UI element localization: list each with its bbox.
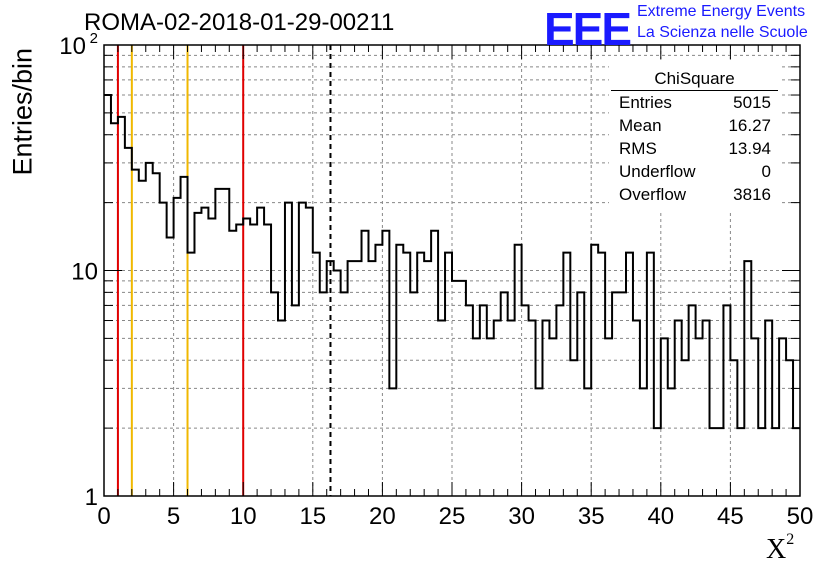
stats-row-overflow: Overflow 3816 bbox=[619, 185, 771, 207]
x-tick-label: 50 bbox=[787, 503, 814, 530]
y-tick-label: 1 bbox=[85, 484, 98, 511]
stats-row-entries: Entries 5015 bbox=[619, 93, 771, 115]
y-tick-label: 10 bbox=[59, 33, 86, 60]
stats-box: ChiSquare Entries 5015 Mean 16.27 RMS 13… bbox=[609, 62, 780, 211]
stats-divider bbox=[611, 90, 778, 91]
stats-row-underflow: Underflow 0 bbox=[619, 162, 771, 184]
x-axis-label: X2 bbox=[766, 530, 795, 566]
histogram-series bbox=[104, 94, 800, 430]
stats-value: 5015 bbox=[733, 93, 771, 112]
stats-value: 16.27 bbox=[728, 116, 771, 135]
x-tick-label: 10 bbox=[230, 503, 257, 530]
stats-key: Mean bbox=[619, 116, 662, 135]
y-tick-label-superscript: 2 bbox=[90, 30, 98, 47]
stats-row-rms: RMS 13.94 bbox=[619, 139, 771, 161]
ticks-layer bbox=[103, 44, 801, 497]
x-tick-label: 0 bbox=[97, 503, 110, 530]
stats-key: Entries bbox=[619, 93, 672, 112]
x-tick-label: 30 bbox=[508, 503, 535, 530]
stats-value: 13.94 bbox=[728, 139, 771, 158]
x-tick-label: 20 bbox=[369, 503, 396, 530]
y-axis-label: Entries/bin bbox=[7, 47, 38, 176]
eee-logo: EEE bbox=[544, 3, 632, 55]
x-tick-label: 40 bbox=[647, 503, 674, 530]
stats-row-mean: Mean 16.27 bbox=[619, 116, 771, 138]
x-tick-label: 35 bbox=[578, 503, 605, 530]
logo-caption-line2: La Scienza nelle Scuole bbox=[637, 24, 808, 41]
stats-name: ChiSquare bbox=[654, 69, 735, 88]
histogram-layer bbox=[104, 94, 800, 430]
plot-title: ROMA-02-2018-01-29-00211 bbox=[84, 9, 395, 36]
y-tick-label: 10 bbox=[71, 259, 98, 286]
x-axis-label-base: X bbox=[766, 534, 787, 565]
x-tick-label: 5 bbox=[167, 503, 180, 530]
stats-value: 3816 bbox=[733, 185, 771, 204]
logo-caption-line1: Extreme Energy Events bbox=[637, 3, 806, 20]
stats-key: Underflow bbox=[619, 162, 696, 181]
x-axis-label-superscript: 2 bbox=[786, 530, 795, 548]
stats-value: 0 bbox=[761, 162, 771, 181]
stats-key: RMS bbox=[619, 139, 657, 158]
x-tick-label: 15 bbox=[299, 503, 326, 530]
x-tick-label: 45 bbox=[717, 503, 744, 530]
stats-key: Overflow bbox=[619, 185, 687, 204]
x-tick-label: 25 bbox=[439, 503, 466, 530]
